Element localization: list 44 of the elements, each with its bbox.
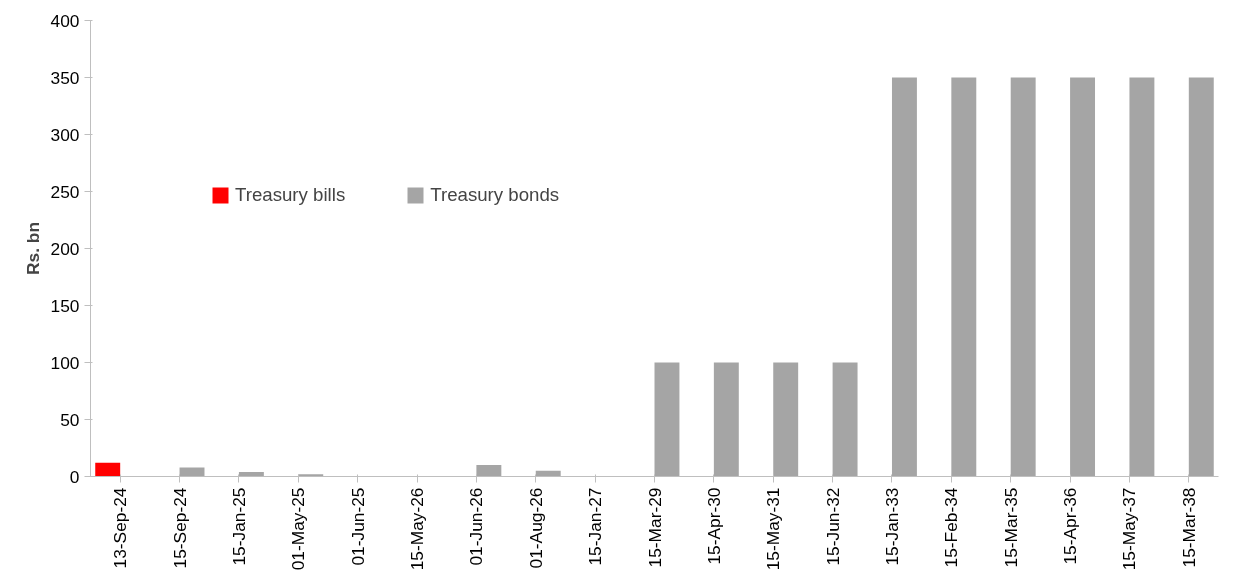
x-tick-label: 15-Jun-32 — [822, 487, 843, 566]
y-tick-label: 150 — [50, 295, 80, 316]
bar — [1188, 77, 1214, 477]
x-tick-label: 15-Apr-36 — [1060, 487, 1081, 565]
bar — [713, 362, 739, 477]
bar — [654, 362, 680, 477]
legend-label: Treasury bonds — [430, 184, 560, 206]
bar — [1070, 77, 1096, 477]
y-tick-label: 200 — [50, 238, 80, 259]
x-tick-label: 15-May-31 — [763, 487, 784, 571]
y-tick-label: 0 — [69, 466, 80, 487]
x-tick-label: 15-Mar-29 — [644, 487, 665, 568]
x-tick-label: 15-Mar-35 — [1000, 487, 1021, 568]
bar — [832, 362, 858, 477]
y-tick-label: 100 — [50, 352, 80, 373]
y-tick-label: 400 — [50, 10, 80, 31]
x-tick-label: 15-Jan-33 — [881, 487, 902, 566]
x-tick-label: 15-Feb-34 — [941, 487, 962, 568]
x-tick-label: 15-May-37 — [1119, 487, 1140, 571]
y-tick-label: 300 — [50, 124, 80, 145]
bar — [951, 77, 977, 477]
y-tick-label: 350 — [50, 67, 80, 88]
legend-label: Treasury bills — [235, 184, 346, 206]
bar — [95, 462, 121, 477]
x-tick-label: 15-Apr-30 — [703, 487, 724, 565]
bar — [1129, 77, 1155, 477]
x-tick-label: 15-May-26 — [407, 487, 428, 571]
bar — [179, 467, 205, 477]
x-tick-label: 15-Mar-38 — [1178, 487, 1199, 568]
x-tick-label: 01-May-25 — [288, 487, 309, 571]
bar — [773, 362, 799, 477]
y-tick-label: 50 — [60, 409, 80, 430]
x-tick-label: 13-Sep-24 — [110, 487, 131, 569]
x-tick-label: 15-Sep-24 — [169, 487, 190, 569]
y-axis-title: Rs. bn — [22, 222, 43, 275]
bar — [476, 465, 502, 477]
x-tick-label: 15-Jan-25 — [228, 487, 249, 566]
bar — [1010, 77, 1036, 477]
x-tick-label: 01-Aug-26 — [525, 487, 546, 569]
bar — [891, 77, 917, 477]
x-tick-label: 01-Jun-26 — [466, 487, 487, 566]
y-tick-label: 250 — [50, 181, 80, 202]
x-tick-label: 01-Jun-25 — [347, 487, 368, 566]
x-tick-label: 15-Jan-27 — [585, 487, 606, 566]
